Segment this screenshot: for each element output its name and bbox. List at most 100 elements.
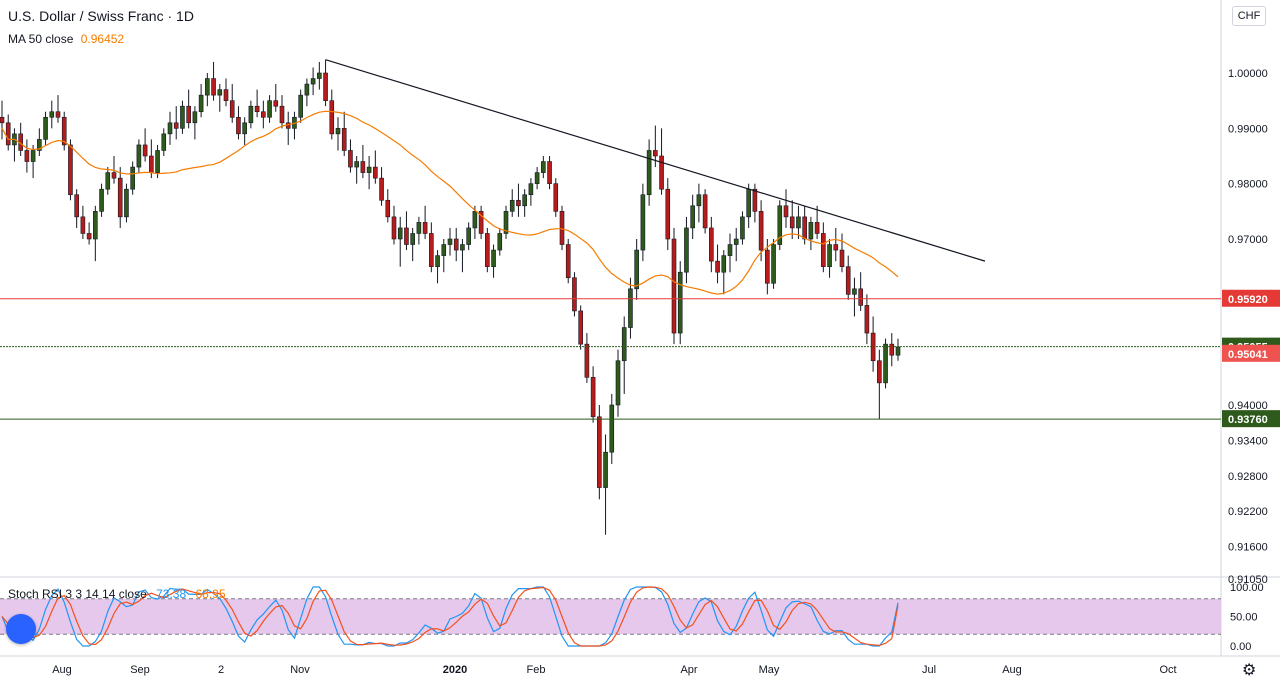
candle-body [310,78,316,85]
candle-body [746,188,751,218]
x-axis-tick-label: Apr [680,664,697,676]
candle-body [93,211,98,240]
candle-body [491,249,496,267]
candle-body [547,161,552,184]
candle-body [883,343,888,384]
candle-body [68,144,73,196]
candle-body [765,249,770,284]
candle-body [553,183,559,212]
candle-body [317,72,322,79]
candle-body [665,188,671,240]
candle-body [646,150,652,196]
candle-body [453,238,459,251]
candle-body [124,188,129,218]
x-axis-tick-label: Feb [527,664,546,676]
price-label-text: 0.95920 [1228,294,1268,306]
candle-body [528,183,534,196]
x-axis-tick-label: Sep [130,664,150,676]
candle-body [740,216,745,240]
candle-body [721,255,727,273]
candle-body [609,404,615,453]
candle-body [248,105,254,124]
candle-body [167,122,173,135]
candle-body [391,216,397,240]
trendline [325,59,986,262]
stoch-rsi-k-value: 73.38 [156,587,187,601]
candle-body [223,89,229,101]
currency-badge[interactable]: CHF [1232,6,1266,26]
candle-body [858,288,863,306]
candle-body [43,116,48,140]
candle-body [37,139,42,151]
candle-body [99,188,104,212]
candle-body [702,194,708,229]
candle-body [640,194,646,251]
candle-body [217,89,223,96]
candle-body [105,172,111,190]
candle-body [877,360,882,384]
candle-body [814,222,820,234]
x-axis-tick-label: Aug [1002,664,1022,676]
candle-body [180,105,185,129]
candle-body [802,216,807,240]
candle-body [460,244,465,251]
candle-body [447,238,453,245]
price-label-badge [1222,289,1280,307]
stoch-rsi-k-line [1,586,899,647]
candle-body [621,327,627,362]
candle-body [186,105,191,124]
gear-icon[interactable]: ⚙ [1242,662,1257,679]
candle-body [758,211,764,251]
candle-body [541,161,546,173]
candle-body [472,211,478,229]
chart-legend: U.S. Dollar / Swiss Franc · 1D MA 50 clo… [8,8,194,46]
candle-body [279,105,285,124]
candle-body [690,205,695,229]
candle-body [261,111,266,118]
candles-group [0,59,901,535]
candle-body [889,343,895,356]
price-label-badge [1222,344,1280,362]
candle-body [298,94,303,118]
candle-body [416,222,422,234]
x-axis-tick-label: Aug [52,664,72,676]
candle-body [5,122,11,146]
candle-body [410,233,415,245]
candle-body [821,233,826,267]
rsi-axis-tick-label: 100.00 [1230,582,1264,594]
candle-body [329,100,335,135]
x-axis-tick-label: Jul [922,664,936,676]
candle-body [684,227,689,273]
candle-body [597,416,602,488]
candle-body [671,238,677,334]
candle-body [360,161,366,173]
candle-body [267,100,272,118]
candle-body [752,188,758,212]
price-label-badge [1222,410,1280,428]
candle-body [24,150,30,162]
candle-body [117,177,123,218]
candle-body [80,216,86,234]
candle-body [628,288,633,328]
stoch-rsi-d-line [1,586,899,647]
ma50-line [1,110,899,295]
candle-body [590,377,596,418]
ma-value: 0.96452 [80,32,125,46]
candle-body [323,72,328,101]
candle-body [845,266,851,295]
candle-body [366,166,372,173]
y-axis-tick-label: 0.92800 [1228,471,1268,483]
price-label-text: 0.93760 [1228,414,1268,426]
candle-body [696,194,702,207]
candle-body [198,94,204,113]
candle-body [677,271,683,334]
candle-body [522,194,527,207]
candle-body [796,216,801,229]
candle-body [895,346,901,356]
y-axis-tick-label: 0.97000 [1228,234,1268,246]
candle-body [777,205,783,245]
candle-body [348,150,353,168]
symbol-title: U.S. Dollar / Swiss Franc · 1D [8,8,194,24]
candle-body [173,122,179,129]
